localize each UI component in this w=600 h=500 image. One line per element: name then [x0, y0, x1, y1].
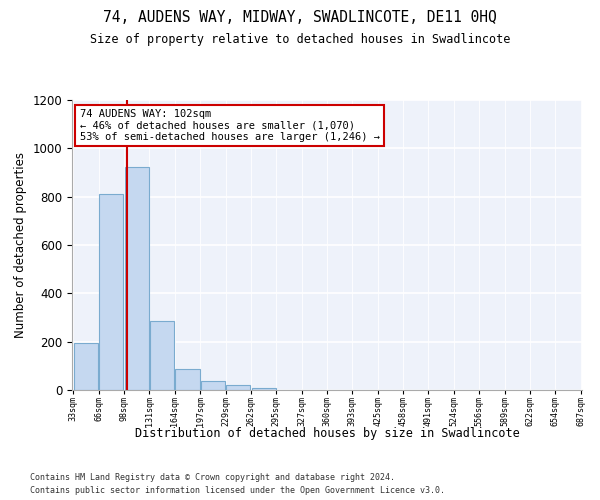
Text: 74, AUDENS WAY, MIDWAY, SWADLINCOTE, DE11 0HQ: 74, AUDENS WAY, MIDWAY, SWADLINCOTE, DE1… — [103, 10, 497, 25]
Bar — [125, 166, 149, 390]
Bar — [175, 369, 199, 390]
Text: Distribution of detached houses by size in Swadlincote: Distribution of detached houses by size … — [134, 428, 520, 440]
Bar — [251, 388, 275, 390]
Bar — [226, 385, 250, 390]
Bar — [74, 344, 98, 390]
Text: Contains HM Land Registry data © Crown copyright and database right 2024.: Contains HM Land Registry data © Crown c… — [30, 472, 395, 482]
Bar — [201, 382, 225, 390]
Y-axis label: Number of detached properties: Number of detached properties — [14, 152, 27, 338]
Text: Contains public sector information licensed under the Open Government Licence v3: Contains public sector information licen… — [30, 486, 445, 495]
Text: 74 AUDENS WAY: 102sqm
← 46% of detached houses are smaller (1,070)
53% of semi-d: 74 AUDENS WAY: 102sqm ← 46% of detached … — [80, 108, 380, 142]
Text: Size of property relative to detached houses in Swadlincote: Size of property relative to detached ho… — [90, 32, 510, 46]
Bar — [99, 194, 124, 390]
Bar — [150, 320, 174, 390]
